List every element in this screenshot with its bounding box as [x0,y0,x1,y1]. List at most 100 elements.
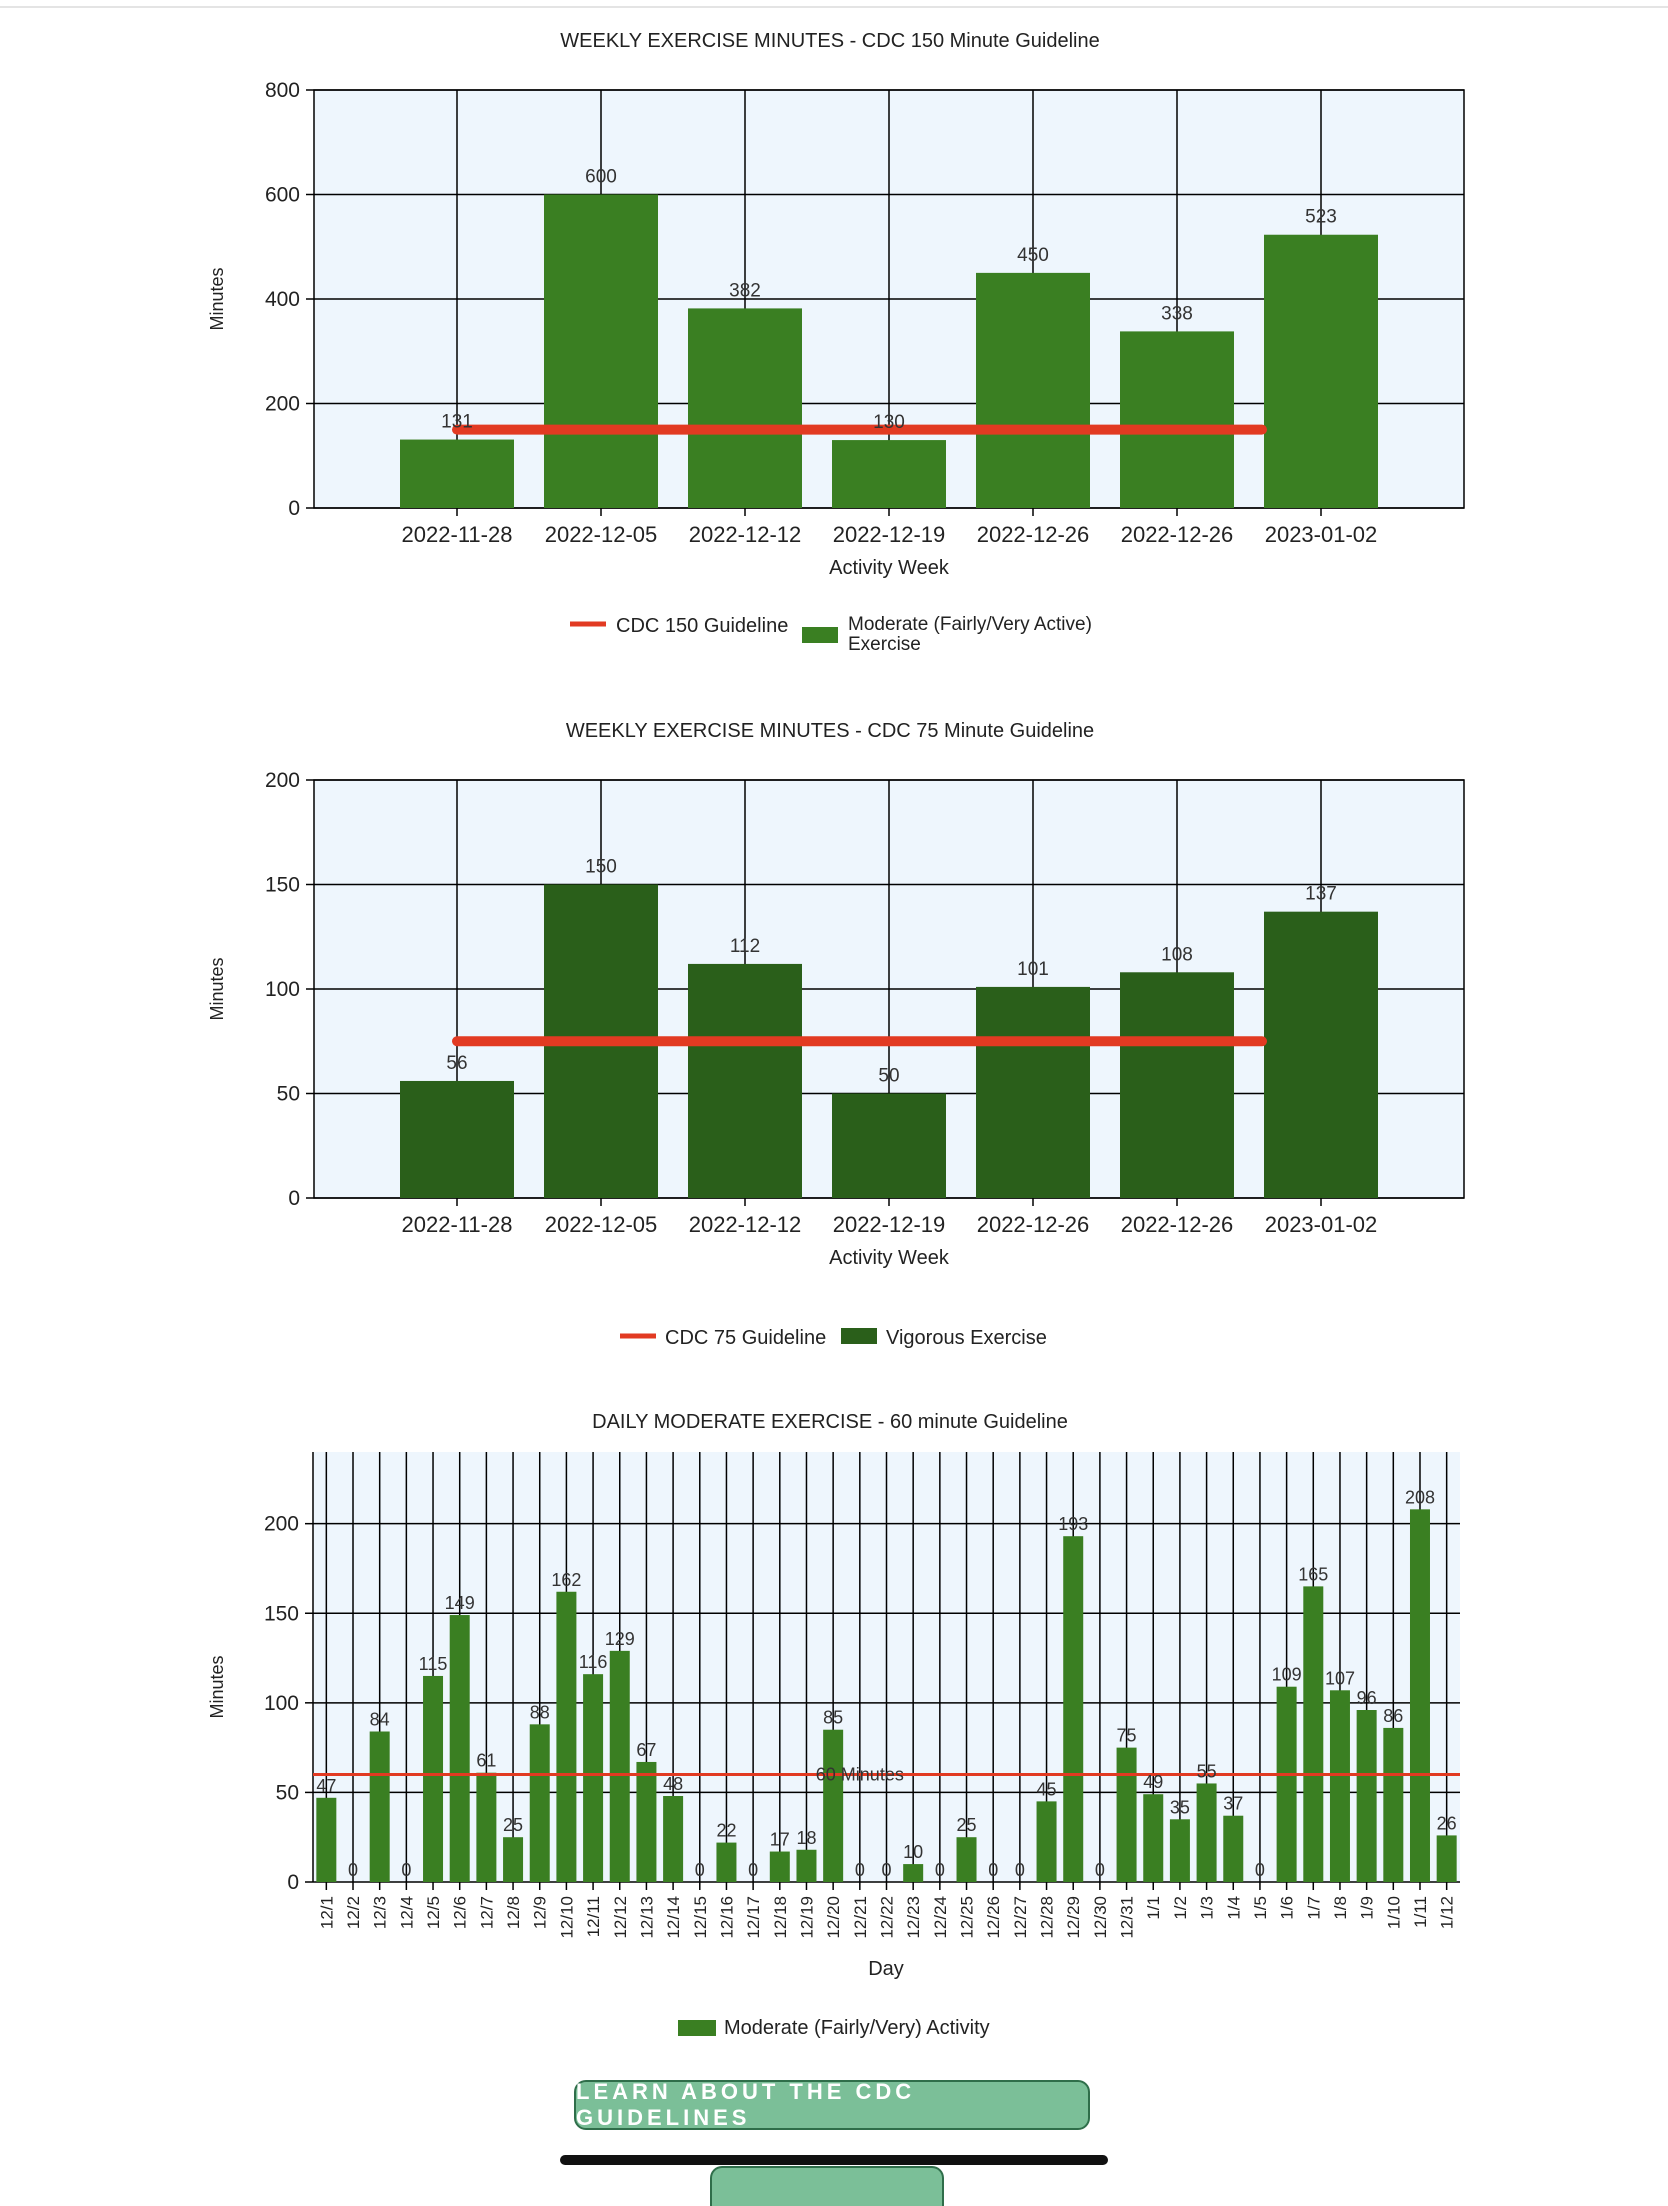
bar [556,1591,577,1882]
legend-bar-label: Moderate (Fairly/Very) Activity [724,2017,990,2039]
bar-value-label: 26 [1437,1813,1457,1833]
bar-value-label: 61 [476,1751,496,1771]
bar-value-label: 0 [935,1860,945,1880]
bar-value-label: 50 [878,1066,899,1087]
bar-value-label: 131 [441,412,473,433]
y-axis-title: Minutes [207,1655,227,1718]
bar-value-label: 450 [1017,245,1049,266]
y-tick-label: 50 [277,1083,300,1106]
learn-cdc-guidelines-button[interactable]: LEARN ABOUT THE CDC GUIDELINES [574,2079,1090,2130]
bar [369,1731,390,1882]
bar-value-label: 116 [579,1652,608,1672]
x-tick-label: 2022-12-05 [545,1212,658,1237]
bar [1036,1801,1057,1882]
bar-value-label: 109 [1272,1665,1302,1685]
x-tick-label: 12/24 [931,1896,950,1939]
x-tick-label: 12/15 [691,1896,710,1939]
x-tick-label: 12/14 [664,1896,683,1939]
bar-value-label: 35 [1170,1797,1190,1817]
bar-value-label: 49 [1143,1772,1163,1792]
bar-value-label: 0 [881,1860,891,1880]
x-tick-label: 12/22 [878,1896,897,1939]
bar-value-label: 86 [1383,1706,1403,1726]
x-tick-label: 12/8 [504,1896,523,1929]
x-tick-label: 12/13 [637,1896,656,1939]
bar-value-label: 75 [1117,1726,1137,1746]
bar-value-label: 96 [1357,1688,1377,1708]
x-tick-label: 2022-12-26 [1121,1212,1234,1237]
x-tick-label: 2022-12-05 [545,522,658,547]
x-tick-label: 12/5 [424,1896,443,1929]
weekly-150-chart: 0 200 400 600 800 2022-11-28 2022-12-05 2022-12… [0,0,1668,690]
y-axis-title: Minutes [207,267,227,330]
bar [1264,234,1378,509]
bar [1264,911,1378,1198]
bar-value-label: 149 [445,1593,475,1613]
bar-value-label: 0 [1015,1860,1025,1880]
y-tick-label: 0 [288,1187,300,1210]
bar [476,1772,497,1882]
bar-value-label: 600 [585,167,617,188]
bar [663,1796,684,1882]
bar-value-label: 112 [730,936,760,957]
bar-value-label: 129 [605,1629,635,1649]
bar [1196,1783,1217,1882]
bar-value-label: 67 [636,1740,656,1760]
next-button-peek[interactable] [710,2166,944,2206]
y-tick-label: 150 [264,1602,299,1625]
x-tick-label: 1/3 [1198,1896,1217,1920]
bar-value-label: 0 [748,1860,758,1880]
bar [1383,1727,1404,1882]
y-tick-label: 200 [264,1513,299,1536]
x-tick-label: 12/9 [531,1896,550,1929]
bar [832,440,946,508]
bar-value-label: 55 [1197,1761,1217,1781]
x-tick-label: 2022-12-26 [977,522,1090,547]
x-axis-title: Day [868,1958,904,1980]
chart-title: WEEKLY EXERCISE MINUTES - CDC 75 Minute … [566,720,1094,742]
bar [1329,1690,1350,1882]
y-tick-label: 800 [265,79,300,102]
x-tick-label: 12/12 [611,1896,630,1939]
bar-value-label: 47 [316,1776,336,1796]
y-tick-label: 200 [265,769,300,792]
x-tick-label: 12/16 [717,1896,736,1939]
x-tick-label: 12/30 [1091,1896,1110,1939]
x-tick-label: 2022-12-12 [689,1212,802,1237]
x-tick-label: 12/31 [1118,1896,1137,1939]
bar [316,1797,337,1882]
y-tick-label: 0 [288,497,300,520]
legend-guideline-label: CDC 75 Guideline [665,1327,826,1349]
bar-value-label: 25 [503,1815,523,1835]
x-tick-label: 12/27 [1011,1896,1030,1939]
bar-value-label: 165 [1298,1564,1328,1584]
bar-value-label: 108 [1161,944,1193,965]
y-tick-label: 600 [265,184,300,207]
x-tick-label: 2022-12-12 [689,522,802,547]
x-tick-label: 2022-12-19 [833,1212,946,1237]
y-axis-title: Minutes [207,957,227,1020]
x-tick-label: 12/26 [984,1896,1003,1939]
bar [956,1837,977,1882]
x-tick-label: 12/7 [477,1896,496,1929]
bar-value-label: 338 [1161,303,1193,324]
bar [423,1675,444,1882]
y-tick-label: 0 [287,1871,299,1894]
home-indicator [560,2155,1108,2165]
bar-value-label: 88 [530,1702,550,1722]
x-tick-label: 12/1 [317,1896,336,1929]
bar [609,1650,630,1882]
bar [688,963,802,1198]
legend-guideline-label: CDC 150 Guideline [616,615,788,637]
x-tick-label: 12/2 [344,1896,363,1929]
x-tick-label: 12/10 [557,1896,576,1939]
bar-value-label: 162 [551,1570,581,1590]
bar-value-label: 0 [855,1860,865,1880]
bar-value-label: 17 [770,1830,790,1850]
bar-value-label: 193 [1058,1514,1088,1534]
bar [1436,1835,1457,1882]
legend-bar-label: Moderate (Fairly/Very Active) Exercise [848,614,1092,655]
x-tick-label: 1/7 [1304,1896,1323,1920]
bar [976,986,1090,1198]
